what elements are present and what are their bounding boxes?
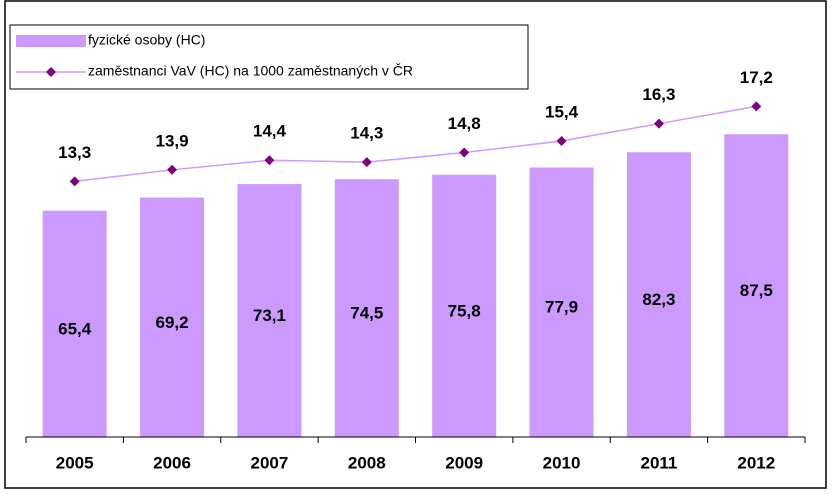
line-value-label: 17,2 [740,68,773,87]
bar-value-label: 75,8 [448,301,481,320]
line-marker [264,155,275,166]
x-tick-label: 2008 [348,453,386,472]
x-tick-label: 2012 [737,453,775,472]
bar-value-label: 73,1 [253,306,286,325]
legend-box [9,24,529,90]
line-value-label: 13,9 [156,131,189,150]
line-marker [556,135,567,146]
bar [140,197,205,437]
bar [42,210,107,437]
bar [529,167,594,437]
line-marker [69,176,80,187]
bar [237,184,302,437]
line-value-label: 13,3 [58,143,91,162]
legend-swatch [16,35,86,47]
line-marker [751,101,762,112]
line-marker [459,147,470,158]
bar [334,179,399,438]
bar-value-label: 69,2 [156,313,189,332]
legend-label: zaměstnanci VaV (HC) na 1000 zaměstnanýc… [88,63,413,79]
line-value-label: 14,8 [448,114,481,133]
x-tick-label: 2007 [251,453,289,472]
line-value-label: 14,3 [350,124,383,143]
line [74,105,757,183]
bar [626,152,691,437]
bar [724,134,789,437]
bar-value-label: 65,4 [58,319,92,338]
x-tick-label: 2006 [153,453,191,472]
x-tick-label: 2010 [543,453,581,472]
legend-label: fyzické osoby (HC) [88,32,205,48]
line-marker [361,157,372,168]
x-tick-label: 2011 [640,453,677,472]
line-marker [167,164,178,175]
bar-value-label: 87,5 [740,281,773,300]
bar-value-label: 74,5 [350,304,383,323]
legend-marker [46,67,56,77]
x-tick-label: 2009 [445,453,483,472]
line-value-label: 14,4 [253,122,287,141]
line-value-label: 16,3 [642,85,675,104]
bar [432,174,497,437]
line-value-label: 15,4 [545,102,579,121]
bar-value-label: 82,3 [642,290,675,309]
x-tick-label: 2005 [56,453,94,472]
bar-value-label: 77,9 [545,298,578,317]
line-marker [653,118,664,129]
